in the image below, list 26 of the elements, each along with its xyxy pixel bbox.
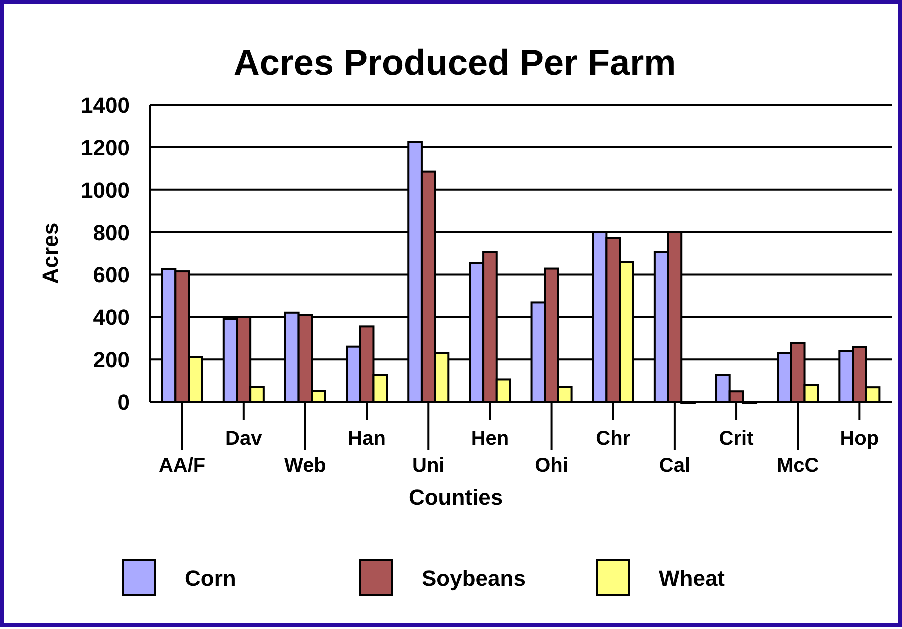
y-tick-label: 200 xyxy=(93,348,130,373)
x-tick-label: AA/F xyxy=(158,455,206,477)
legend-label: Corn xyxy=(185,566,236,591)
y-tick-label: 1000 xyxy=(81,178,130,203)
x-tick-label: Chr xyxy=(596,428,631,450)
x-tick-label: Ohi xyxy=(535,455,568,477)
x-tick-label: Uni xyxy=(412,455,445,477)
chart-title: Acres Produced Per Farm xyxy=(234,42,676,83)
y-tick-label: 0 xyxy=(118,390,130,415)
x-tick-label: McC xyxy=(776,455,820,477)
y-tick-label: 1200 xyxy=(81,135,130,160)
y-tick-label: 800 xyxy=(93,220,130,246)
legend-label: Soybeans xyxy=(422,566,526,591)
y-tick-label: 400 xyxy=(93,305,130,330)
x-tick-label: Cal xyxy=(659,455,691,477)
x-tick-label: Crit xyxy=(719,428,754,450)
x-tick-label: Dav xyxy=(226,428,264,450)
x-tick-label: Web xyxy=(284,455,326,477)
x-tick-label: Hen xyxy=(471,428,510,450)
y-axis-title: Acres xyxy=(38,222,63,284)
y-tick-label: 1400 xyxy=(81,93,130,118)
x-tick-label: Han xyxy=(348,428,386,450)
x-tick-label: Hop xyxy=(840,428,880,450)
y-tick-label: 600 xyxy=(93,262,130,288)
legend-label: Wheat xyxy=(659,566,726,591)
x-axis-title: Counties xyxy=(408,485,504,510)
